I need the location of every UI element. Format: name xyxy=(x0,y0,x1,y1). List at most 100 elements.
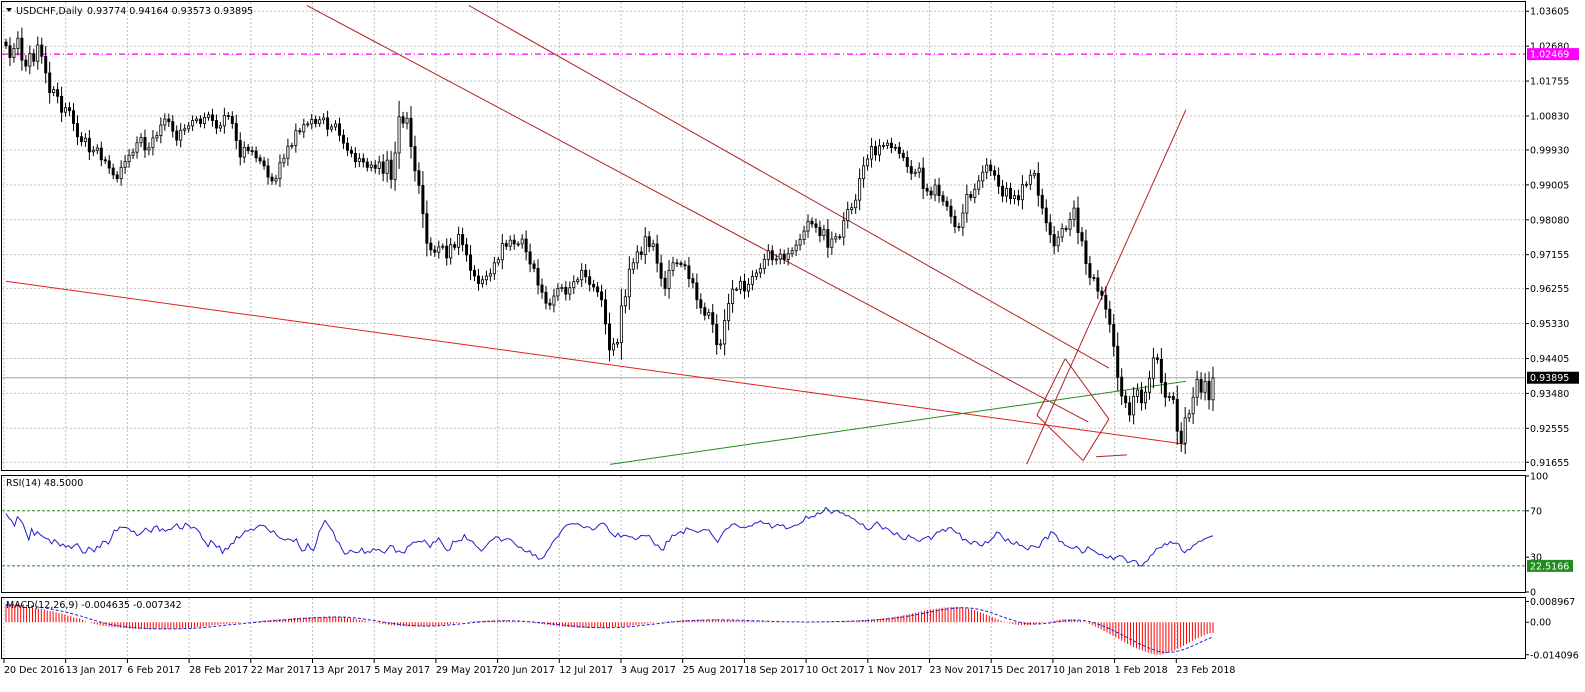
candle xyxy=(318,116,322,127)
candle xyxy=(1151,347,1155,389)
candle-body-up xyxy=(739,280,743,290)
candle-body-up xyxy=(123,161,127,168)
candle-body-down xyxy=(600,291,604,301)
candle xyxy=(858,168,862,211)
candle xyxy=(95,144,99,155)
candle xyxy=(4,38,8,50)
candle-body-up xyxy=(568,287,572,295)
candle-body-up xyxy=(484,275,488,281)
candle-body-down xyxy=(770,250,774,261)
candle-body-down xyxy=(659,262,663,279)
macd-y-tick-label: 0.008967 xyxy=(1530,597,1575,608)
candle-body-up xyxy=(1028,174,1032,185)
candle-body-up xyxy=(28,53,32,67)
y-tick-label: 1.00830 xyxy=(1530,111,1569,122)
rsi-y-tick-label: 30 xyxy=(1530,553,1542,564)
candle-body-up xyxy=(151,137,155,149)
candle xyxy=(131,148,135,160)
candle xyxy=(572,275,576,295)
candle-body-down xyxy=(655,243,659,264)
candle xyxy=(294,123,298,153)
candle-body-down xyxy=(810,220,814,225)
candle-body-down xyxy=(1052,234,1056,247)
candle-body-up xyxy=(274,178,278,182)
candle-body-down xyxy=(826,229,830,248)
candle xyxy=(341,129,345,149)
candle xyxy=(103,156,107,165)
x-tick-label: 3 Aug 2017 xyxy=(621,665,676,676)
candle xyxy=(107,155,111,174)
candle xyxy=(687,257,691,288)
candle xyxy=(389,151,393,189)
candle xyxy=(187,122,191,133)
candle xyxy=(1100,286,1104,300)
candle xyxy=(254,146,258,163)
candle-body-up xyxy=(147,147,151,151)
candle xyxy=(1068,212,1072,237)
candle xyxy=(1104,286,1108,319)
candle-body-up xyxy=(516,243,520,246)
y-tick-label: 1.01755 xyxy=(1530,77,1569,88)
x-tick-label: 12 Jul 2017 xyxy=(559,665,613,676)
candle-body-down xyxy=(56,89,60,97)
candle-body-up xyxy=(619,305,623,343)
rsi-caption: RSI(14) 48.5000 xyxy=(6,478,83,489)
y-tick-label: 1.03605 xyxy=(1530,7,1569,18)
candle xyxy=(143,129,147,158)
candle xyxy=(1040,188,1044,215)
candle-body-up xyxy=(369,164,373,168)
candle-body-up xyxy=(671,262,675,271)
candle-body-down xyxy=(79,136,83,143)
candle xyxy=(377,155,381,175)
candle-body-down xyxy=(663,277,667,289)
candle-body-up xyxy=(806,220,810,232)
candle xyxy=(44,45,48,84)
candle-body-down xyxy=(429,242,433,251)
candle-body-up xyxy=(667,269,671,289)
candle-body-up xyxy=(750,275,754,285)
candle-body-up xyxy=(786,253,790,260)
collapse-triangle-icon[interactable] xyxy=(6,8,12,12)
candle-body-up xyxy=(651,243,655,247)
candle-body-down xyxy=(953,215,957,227)
candle-body-down xyxy=(1116,345,1120,378)
candle-body-down xyxy=(433,249,437,253)
candle-body-down xyxy=(715,323,719,346)
candle-body-down xyxy=(409,117,413,147)
candle xyxy=(218,121,222,132)
candle xyxy=(1028,169,1032,190)
candle xyxy=(147,142,151,156)
candle-body-up xyxy=(798,238,802,246)
candle-body-down xyxy=(695,282,699,301)
candle-body-down xyxy=(818,226,822,237)
candle xyxy=(1179,422,1183,453)
x-tick-label: 15 Dec 2017 xyxy=(991,665,1052,676)
candle-body-down xyxy=(115,174,119,180)
candle-body-up xyxy=(615,342,619,345)
candle xyxy=(68,102,72,117)
candle xyxy=(615,338,619,348)
candle-body-down xyxy=(32,53,36,62)
candle xyxy=(679,260,683,268)
candle-body-up xyxy=(12,48,16,58)
candle xyxy=(322,113,326,125)
rsi-line xyxy=(5,506,1214,567)
candle-body-down xyxy=(270,176,274,182)
candle-body-down xyxy=(99,147,103,161)
candle xyxy=(1187,409,1191,423)
candle xyxy=(707,308,711,320)
y-tick-label: 0.95330 xyxy=(1530,319,1569,330)
candle-body-up xyxy=(1183,417,1187,444)
candle-body-up xyxy=(842,220,846,238)
candle-body-up xyxy=(508,239,512,247)
candle xyxy=(985,158,989,180)
candle xyxy=(87,130,91,161)
candle xyxy=(1211,366,1215,411)
candle-body-up xyxy=(635,251,639,264)
candle-body-down xyxy=(4,41,8,47)
candle xyxy=(242,141,246,163)
candle-body-down xyxy=(461,234,465,246)
candle xyxy=(373,159,377,174)
